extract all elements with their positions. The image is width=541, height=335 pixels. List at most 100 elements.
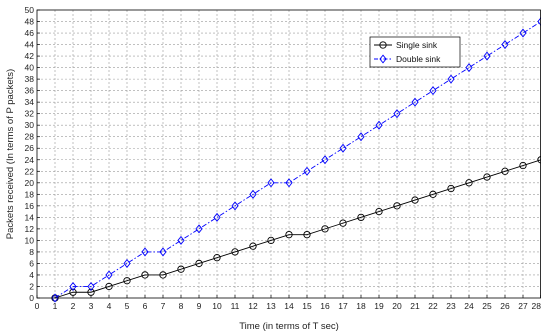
y-tick-label: 40 <box>25 63 35 73</box>
data-point <box>429 86 437 96</box>
y-tick-label: 0 <box>29 293 34 303</box>
data-point <box>51 293 59 303</box>
x-tick-label: 23 <box>446 301 456 311</box>
data-point <box>321 225 329 233</box>
data-point <box>195 259 203 268</box>
y-axis-label: Packets received (In terms of P packets) <box>5 69 16 239</box>
legend-marker <box>379 54 387 64</box>
x-tick-label: 2 <box>71 301 76 311</box>
data-point <box>285 230 293 239</box>
y-tick-label: 48 <box>25 17 35 27</box>
data-point <box>447 74 455 84</box>
data-point <box>105 270 113 280</box>
x-tick-label: 22 <box>428 301 438 311</box>
x-tick-label: 5 <box>125 301 130 311</box>
data-point <box>105 282 113 291</box>
y-tick-label: 30 <box>25 120 35 130</box>
series-double-sink <box>51 16 541 303</box>
x-tick-label: 6 <box>143 301 148 311</box>
series-line <box>54 159 541 299</box>
legend-label: Single sink <box>396 40 438 50</box>
y-tick-label: 46 <box>25 28 35 38</box>
data-point <box>357 213 365 222</box>
data-point <box>375 120 383 130</box>
data-point <box>339 219 347 227</box>
data-point <box>249 242 257 250</box>
data-point <box>213 212 221 222</box>
x-tick-label: 4 <box>107 301 112 311</box>
x-tick-label: 7 <box>161 301 166 311</box>
legend-label: Double sink <box>396 54 441 64</box>
y-tick-label: 16 <box>25 201 35 211</box>
y-tick-label: 10 <box>25 235 35 245</box>
x-tick-label: 21 <box>410 301 420 311</box>
y-tick-label: 2 <box>29 281 34 291</box>
data-point <box>267 178 275 188</box>
data-point <box>465 179 473 187</box>
x-tick-label: 1 <box>53 301 58 311</box>
x-tick-label: 16 <box>320 301 330 311</box>
y-tick-label: 50 <box>25 5 35 15</box>
data-point <box>141 271 149 279</box>
data-point <box>393 109 401 119</box>
legend-entry: Double sink <box>374 54 441 64</box>
data-point <box>411 97 419 107</box>
data-point <box>87 281 95 292</box>
legend: Single sink Double sink <box>369 36 461 68</box>
data-point <box>411 196 419 204</box>
data-point <box>519 28 527 38</box>
data-point <box>357 132 365 142</box>
data-point <box>447 184 455 193</box>
data-point <box>267 236 275 245</box>
x-tick-label: 14 <box>284 301 294 311</box>
data-point <box>537 16 541 27</box>
x-tick-label: 18 <box>356 301 366 311</box>
data-point <box>123 258 131 268</box>
data-point <box>321 155 329 165</box>
data-point <box>483 51 491 61</box>
x-tick-label: 19 <box>374 301 384 311</box>
data-point <box>123 277 131 285</box>
x-tick-label: 20 <box>392 301 402 311</box>
x-tick-label: 11 <box>231 301 240 311</box>
y-tick-label: 8 <box>29 247 34 257</box>
x-tick-label: 27 <box>518 301 528 311</box>
x-axis-label: Time (in terms of T sec) <box>239 321 339 332</box>
y-tick-label: 24 <box>25 155 35 165</box>
data-point <box>159 271 167 279</box>
data-point <box>213 254 221 262</box>
x-tick-label: 15 <box>302 301 312 311</box>
data-point <box>465 63 473 73</box>
y-tick-label: 38 <box>25 74 35 84</box>
y-tick-label: 22 <box>25 166 35 176</box>
data-point <box>303 230 311 239</box>
data-point <box>195 224 203 234</box>
x-tick-label: 3 <box>89 301 94 311</box>
data-point <box>141 247 149 257</box>
y-tick-label: 34 <box>25 97 35 107</box>
x-tick-label: 13 <box>266 301 276 311</box>
data-point <box>285 178 293 188</box>
y-tick-label: 26 <box>25 143 35 153</box>
y-tick-label: 32 <box>25 109 35 119</box>
y-tick-label: 28 <box>25 132 35 142</box>
y-tick-label: 36 <box>25 86 35 96</box>
data-point <box>303 166 311 176</box>
legend-entry: Single sink <box>374 40 438 50</box>
y-tick-label: 44 <box>25 40 35 50</box>
series-layer <box>51 16 541 303</box>
y-tick-label: 42 <box>25 51 35 61</box>
data-point <box>177 265 185 273</box>
legend-box <box>369 36 461 68</box>
data-point <box>231 248 239 256</box>
data-point <box>231 201 239 211</box>
data-point <box>159 247 167 257</box>
x-tick-label: 0 <box>35 301 40 311</box>
data-point <box>69 281 77 292</box>
y-tick-label: 6 <box>29 258 34 268</box>
data-point <box>501 167 509 175</box>
x-tick-label: 28 <box>532 301 541 311</box>
tick-labels: 0 1 2 3 4 5 6 7 8 9 10 11 12 13 14 15 16 17 18 19 20 21 22 23 24… <box>25 5 541 311</box>
grid <box>37 10 541 298</box>
x-tick-label: 9 <box>197 301 202 311</box>
